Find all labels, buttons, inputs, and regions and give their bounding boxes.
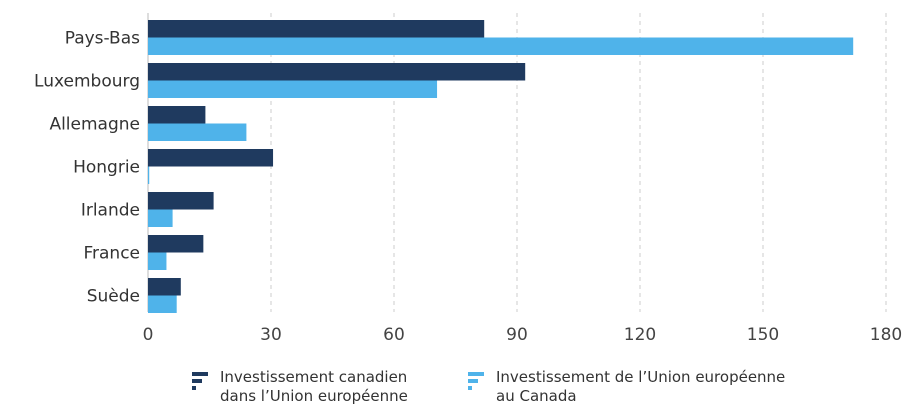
category-labels: Pays-Bas Luxembourg Allemagne Hongrie Irland… [34,29,140,307]
category-label: Suède [87,287,140,307]
legend-label: Investissement de l’Union européenne [496,368,785,386]
bar-canadian-pays-bas [148,20,485,38]
x-tick-labels: 0 30 60 90 120 150 180 [143,325,903,345]
x-tick-label: 60 [383,325,405,345]
legend-label: au Canada [496,387,577,405]
category-label: Luxembourg [34,72,140,92]
category-label: Pays-Bas [65,29,140,49]
legend-swatch-icon [468,372,484,376]
category-label: Allemagne [49,115,140,135]
bar-eu-hongrie [148,166,150,184]
category-label: Irlande [81,201,140,221]
bar-canadian-luxembourg [148,63,526,81]
bar-canadian-france [148,235,204,253]
x-tick-label: 0 [143,325,154,345]
x-tick-label: 90 [506,325,528,345]
legend-swatch-icon [192,379,202,383]
category-label: France [83,244,140,264]
bar-canadian-suède [148,278,181,296]
bar-eu-pays-bas [148,37,854,55]
legend-label: dans l’Union européenne [220,387,408,405]
legend-swatch-icon [192,372,208,376]
bar-eu-suède [148,295,177,313]
legend-label: Investissement canadien [220,368,407,386]
bar-eu-france [148,252,167,270]
x-tick-label: 30 [260,325,282,345]
category-label: Hongrie [73,158,140,178]
x-tick-label: 150 [747,325,779,345]
x-tick-label: 120 [624,325,656,345]
legend-swatch-icon [468,386,472,390]
x-tick-label: 180 [870,325,902,345]
legend-swatch-icon [192,386,196,390]
bar-canadian-irlande [148,192,214,210]
bar-eu-luxembourg [148,80,438,98]
bar-canadian-hongrie [148,149,274,167]
bar-eu-allemagne [148,123,247,141]
bar-canadian-allemagne [148,106,206,124]
legend-swatch-icon [468,379,478,383]
bar-eu-irlande [148,209,173,227]
bars [148,20,854,313]
